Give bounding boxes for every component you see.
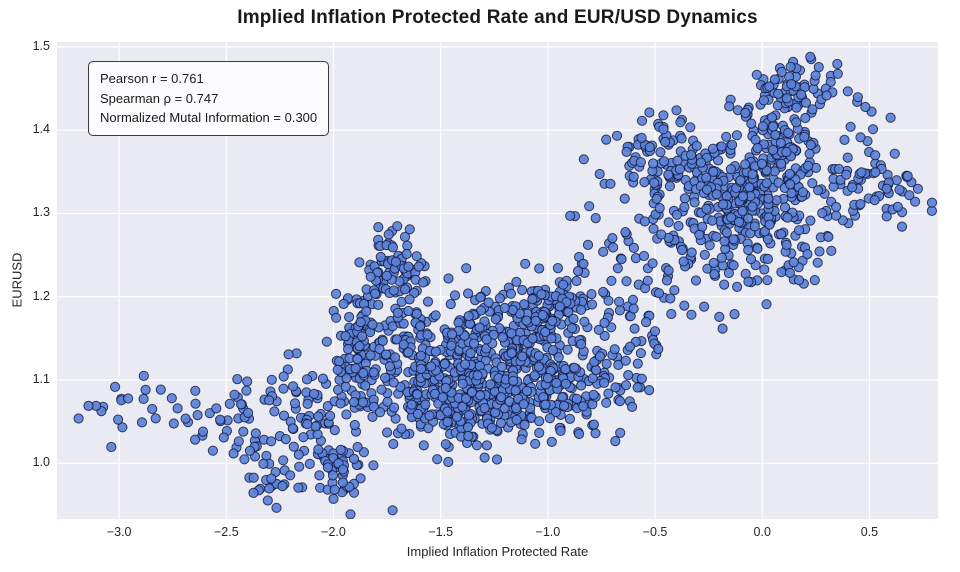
mutual-information-stat: Normalized Mutal Information = 0.300: [100, 110, 318, 125]
x-axis-label: Implied Inflation Protected Rate: [406, 544, 589, 559]
x-tick-label: −1.5: [428, 525, 454, 539]
pearson-stat: Pearson r = 0.761: [100, 71, 204, 86]
y-tick-label: 1.3: [32, 205, 50, 220]
y-tick-label: 1.1: [32, 371, 50, 386]
scatter-canvas: [57, 42, 938, 519]
y-tick-label: 1.0: [32, 455, 50, 470]
x-tick-label: −1.0: [535, 525, 561, 539]
y-tick-label: 1.2: [32, 288, 50, 303]
chart-title: Implied Inflation Protected Rate and EUR…: [237, 7, 758, 28]
x-tick-label: −2.5: [213, 525, 239, 539]
y-tick-label: 1.5: [32, 38, 50, 53]
x-tick-label: 0.0: [753, 525, 771, 539]
plot-area: Pearson r = 0.761 Spearman ρ = 0.747 Nor…: [57, 42, 938, 519]
x-tick-label: −3.0: [106, 525, 132, 539]
spearman-stat: Spearman ρ = 0.747: [100, 90, 219, 106]
stats-annotation-box: Pearson r = 0.761 Spearman ρ = 0.747 Nor…: [88, 61, 330, 136]
y-tick-label: 1.4: [32, 122, 50, 137]
x-tick-label: −2.0: [321, 525, 346, 539]
x-tick-label: 0.5: [860, 525, 879, 539]
x-tick-label: −0.5: [642, 525, 668, 539]
